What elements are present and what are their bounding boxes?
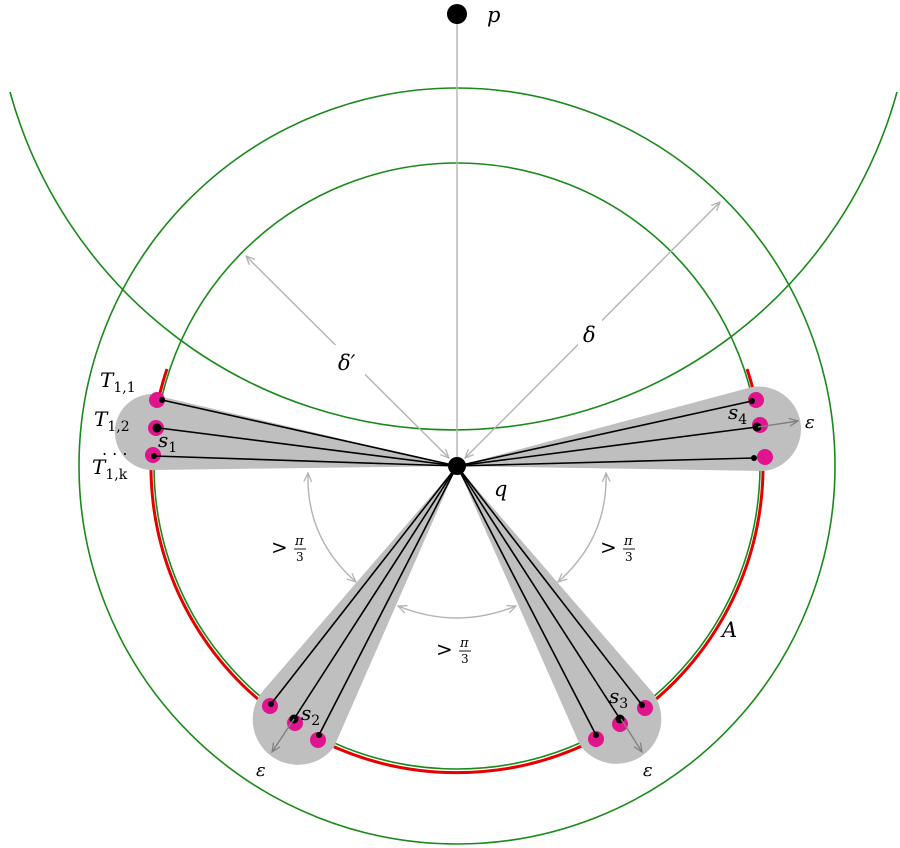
svg-text:>: >	[600, 535, 617, 559]
label-epsilon-bottom-right: ε	[643, 760, 653, 781]
label-p: p	[487, 3, 500, 27]
label-T1k: T1,k	[92, 455, 128, 483]
point-q	[448, 457, 466, 475]
point-p	[447, 4, 467, 24]
label-delta-prime: δ′	[338, 351, 356, 375]
label-T11: T1,1	[100, 368, 136, 396]
svg-text:3: 3	[625, 550, 633, 564]
red-arc-A	[149, 368, 765, 775]
label-s2: s2	[301, 701, 320, 729]
label-q: q	[494, 477, 507, 501]
svg-text:>: >	[436, 637, 453, 661]
angle-label-left: > π 3	[271, 534, 306, 564]
label-s3: s3	[609, 684, 628, 712]
gray-tube-bottom-left	[252, 466, 457, 765]
label-s1: s1	[158, 428, 177, 456]
outer-arc-around-p	[9, 91, 898, 431]
svg-text:π: π	[294, 534, 304, 549]
epsilon-arrow-bottom-left	[272, 718, 295, 752]
label-epsilon-bottom-left: ε	[256, 760, 266, 781]
angle-arc-bottom	[398, 606, 516, 619]
angle-arc-left	[308, 473, 356, 582]
gray-tube-left	[114, 394, 457, 471]
svg-text:3: 3	[461, 652, 469, 666]
svg-text:3: 3	[296, 550, 304, 564]
angle-label-right: > π 3	[600, 534, 635, 564]
gray-tube-bottom-right	[457, 466, 662, 764]
epsilon-arrow-right	[757, 421, 798, 428]
label-T12: T1,2	[94, 407, 130, 435]
svg-text:>: >	[271, 535, 288, 559]
label-A: A	[720, 618, 737, 642]
black-segments	[153, 399, 758, 736]
svg-text:π: π	[623, 534, 633, 549]
label-epsilon-right: ε	[805, 412, 815, 433]
label-s4: s4	[728, 400, 747, 428]
magenta-dots	[145, 392, 773, 748]
label-dots: . . .	[102, 440, 127, 459]
angle-arc-right	[558, 473, 606, 582]
angle-label-bottom: > π 3	[436, 636, 471, 666]
svg-text:π: π	[459, 636, 469, 651]
label-delta: δ	[583, 323, 596, 347]
epsilon-arrow-bottom-right	[620, 718, 642, 752]
